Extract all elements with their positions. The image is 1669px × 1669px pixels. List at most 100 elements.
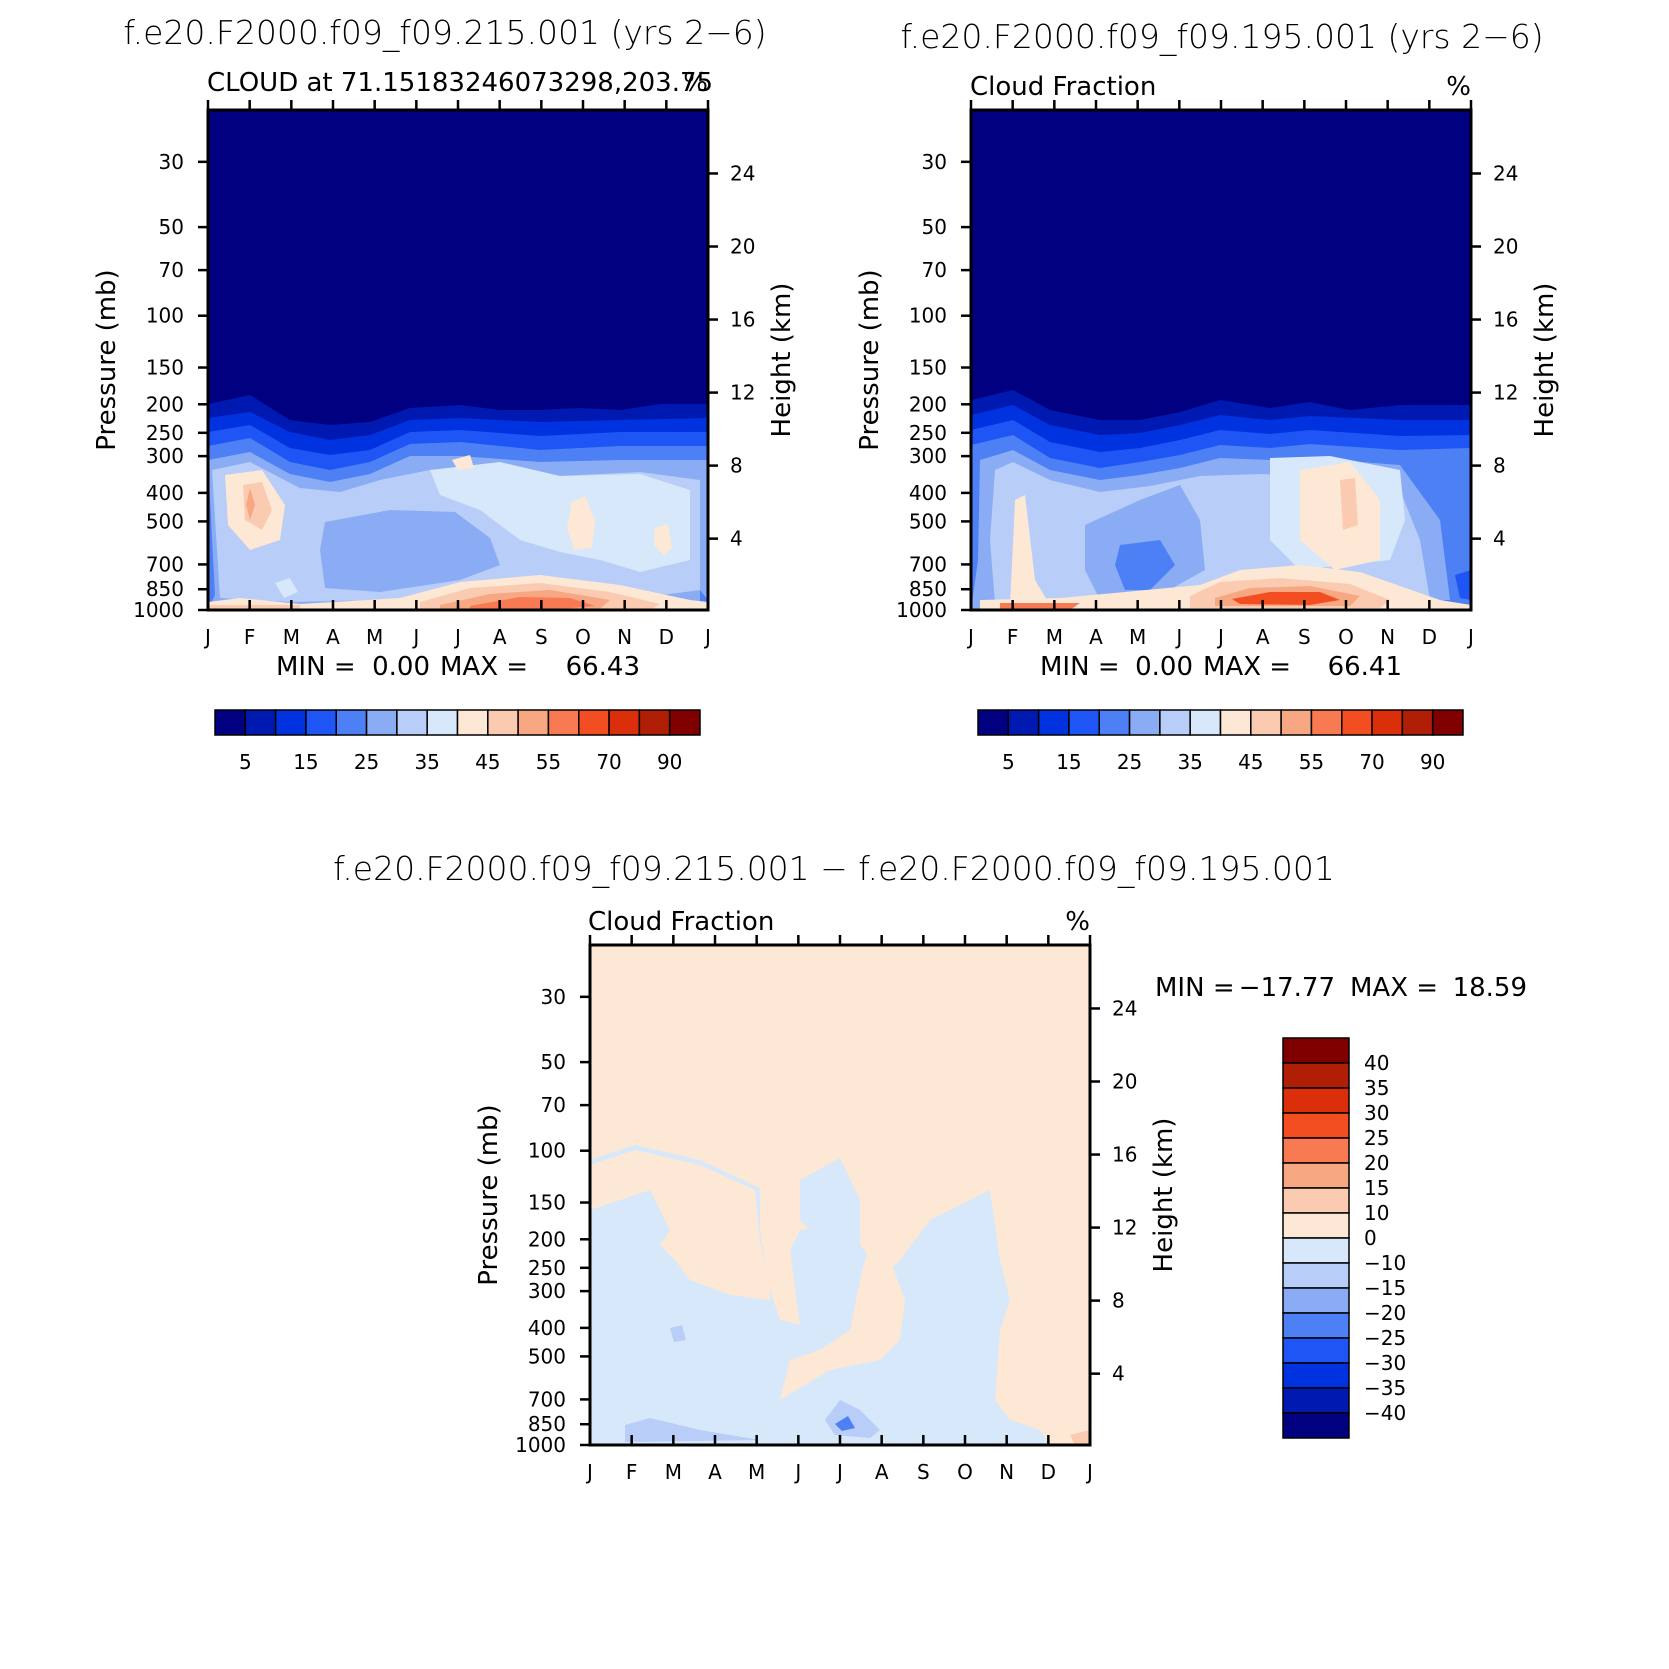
colorbar-label: 5 [1002,750,1015,774]
region-55-surface [470,597,595,609]
x-tick-label: M [665,1460,682,1484]
y2-tick-label: 24 [730,161,755,185]
panel-1-units: % [683,68,708,98]
region-55-feb-surface [1000,603,1080,610]
x-tick-label: J [966,625,974,649]
colorbar-label: 5 [239,750,252,774]
colorbar-swatch [1401,709,1434,736]
panel-1-min-label: MIN = [276,652,356,682]
panel-3-ylabel: Pressure (mb) [474,1104,504,1285]
colorbar-swatch [1282,1162,1350,1189]
panel-1-colorbar: 5 15 25 35 45 55 70 90 [214,709,701,774]
colorbar-label: 15 [1056,750,1081,774]
y-tick-label: 300 [146,444,184,468]
region-50-feb [246,488,255,520]
y2-tick-label: 8 [730,454,743,478]
x-tick-label: O [957,1460,973,1484]
y-tick-label: 30 [922,150,947,174]
colorbar-label: 10 [1364,1201,1389,1225]
colorbar-swatch [1128,709,1161,736]
colorbar-label: 35 [1364,1076,1389,1100]
region-40-jul [452,455,474,470]
y-tick-label: 50 [159,215,184,239]
x-tick-label: J [411,625,419,649]
x-tick-label: S [1298,625,1311,649]
colorbar-swatch [1068,709,1100,736]
panel-2-min-label: MIN = [1040,652,1120,682]
x-tick-label: J [1466,625,1474,649]
panel-2: f.e20.F2000.f09_f09.195.001 (yrs 2−6) Cl… [855,17,1560,774]
colorbar-label: 35 [1177,750,1202,774]
colorbar-swatch [1282,1337,1350,1364]
y-tick-label: 30 [159,150,184,174]
y-tick-label: 50 [922,215,947,239]
panel-2-title: f.e20.F2000.f09_f09.195.001 (yrs 2−6) [900,17,1543,57]
colorbar-swatch [456,709,489,736]
y-tick-label: 150 [528,1191,566,1215]
colorbar-label: 90 [657,750,682,774]
panel-2-max-value: 66.41 [1328,652,1402,682]
colorbar-label: −30 [1364,1351,1406,1375]
x-tick-label: O [575,625,591,649]
y2-tick-label: 4 [730,527,743,551]
panel-1-title: f.e20.F2000.f09_f09.215.001 (yrs 2−6) [123,13,766,53]
y-tick-label: 150 [146,356,184,380]
y-tick-label: 1000 [896,598,947,622]
y-tick-label: 250 [909,421,947,445]
colorbar-swatch [1282,1212,1350,1239]
colorbar-swatch [1098,709,1131,736]
panel-1-y2label: Height (km) [767,283,797,438]
region-45-oct [1340,478,1358,530]
colorbar-swatch [977,709,1010,736]
region-neg-10-to-15-jul [825,1400,880,1438]
y2-tick-label: 12 [730,381,755,405]
colorbar-label: 20 [1364,1151,1389,1175]
y-tick-label: 70 [541,1093,566,1117]
panel-2-fill [971,110,1471,610]
y-tick-label: 30 [541,985,566,1009]
region-neg-10-to-15-feb [625,1418,760,1442]
x-tick-label: M [1129,625,1146,649]
panel-3-fill [590,945,1090,1445]
x-tick-label: A [1089,625,1103,649]
x-tick-label: D [659,625,674,649]
colorbar-label: 45 [475,750,500,774]
panel-1: f.e20.F2000.f09_f09.215.001 (yrs 2−6) CL… [92,13,797,774]
y-tick-label: 250 [146,421,184,445]
panel-2-min-value: 0.00 [1135,652,1193,682]
region-40-nov [654,524,672,556]
y2-tick-label: 8 [1493,454,1506,478]
y-tick-label: 400 [528,1316,566,1340]
region-15-dec [1455,570,1471,600]
colorbar-swatch [638,709,671,736]
panel-3-left-label: Cloud Fraction [588,907,774,937]
colorbar-swatch [517,709,550,736]
colorbar-label: 90 [1420,750,1445,774]
colorbar-swatch [1282,1287,1350,1314]
x-tick-label: A [326,625,340,649]
y-tick-label: 1000 [515,1433,566,1457]
x-tick-label: N [1380,625,1395,649]
x-tick-label: D [1041,1460,1056,1484]
colorbar-label: 35 [414,750,439,774]
panel-3-y2label: Height (km) [1149,1118,1179,1273]
colorbar-label: 55 [536,750,561,774]
colorbar-label: 40 [1364,1051,1389,1075]
y-tick-label: 400 [909,481,947,505]
x-tick-label: N [617,625,632,649]
x-tick-label: M [1046,625,1063,649]
colorbar-label: −25 [1364,1326,1406,1350]
x-tick-label: S [535,625,548,649]
panel-3-units: % [1065,907,1090,937]
colorbar-swatch [1250,709,1282,736]
colorbar-swatch [1282,1362,1350,1389]
colorbar-swatch [305,709,337,736]
colorbar-swatch [1282,1187,1350,1214]
x-tick-label: M [366,625,383,649]
colorbar-label: −10 [1364,1251,1406,1275]
colorbar-swatch [487,709,519,736]
